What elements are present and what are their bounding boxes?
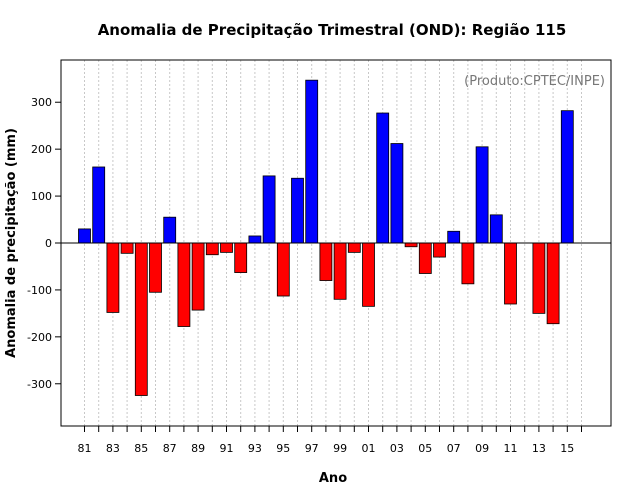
bar-03 [390,143,404,244]
bar-01 [362,242,375,307]
y-axis-label: Anomalia de precipitação (mm) [4,128,19,358]
bar-05 [418,242,432,274]
y-tick-label--200: -200 [27,331,52,344]
bar-09 [475,146,489,244]
bar-08 [461,242,475,285]
y-tick-label--100: -100 [27,284,52,297]
bar-94 [262,175,276,244]
x-tick-label-03: 03 [390,442,404,455]
x-tick-label-15: 15 [560,442,574,455]
bar-90 [205,242,219,256]
x-axis-ticks: 81 83 85 87 89 91 93 95 97 99 01 03 05 07 09 11 13 15 [78,426,582,455]
chart-title: Anomalia de Precipitação Trimestral (OND… [98,21,567,39]
x-tick-label-99: 99 [333,442,347,455]
bar-98 [319,242,333,281]
x-tick-label-93: 93 [248,442,262,455]
y-tick-label--300: -300 [27,378,52,391]
bar-83 [106,242,120,313]
bar-15 [560,110,574,244]
bar-86 [149,242,162,293]
y-tick-label-300: 300 [31,96,52,109]
x-tick-label-09: 09 [475,442,489,455]
x-tick-label-83: 83 [106,442,120,455]
y-tick-label-200: 200 [31,143,52,156]
bar-10 [489,214,503,244]
bar-07 [447,230,461,244]
bar-81 [78,228,91,244]
bar-93 [248,235,262,244]
x-tick-label-91: 91 [220,442,234,455]
x-tick-label-01: 01 [362,442,376,455]
x-tick-label-13: 13 [532,442,546,455]
bar-91 [220,242,233,253]
source-annotation: (Produto:CPTEC/INPE) [464,74,605,89]
bar-14 [546,242,560,325]
bars [78,79,574,396]
y-tick-label-100: 100 [31,190,52,203]
bar-92 [234,242,248,273]
bar-02 [376,112,390,244]
bar-85 [134,242,148,396]
x-tick-label-81: 81 [78,442,92,455]
x-tick-label-07: 07 [447,442,461,455]
bar-96 [291,177,304,244]
bar-87 [163,216,177,244]
bar-06 [433,242,446,258]
bar-13 [532,242,546,314]
bar-95 [276,242,290,297]
bar-99 [333,242,347,300]
bar-11 [504,242,517,305]
x-axis-label: Ano [319,471,347,486]
bar-89 [191,242,205,311]
x-tick-label-05: 05 [418,442,432,455]
y-axis-ticks: -300 -200 -100 0 100 200 300 [27,96,61,391]
x-tick-label-89: 89 [191,442,205,455]
bar-04 [404,242,418,248]
bar-00 [347,242,361,253]
y-tick-label-0: 0 [45,237,52,250]
bar-97 [305,79,319,244]
x-tick-label-11: 11 [504,442,518,455]
bar-88 [177,242,191,327]
x-tick-label-85: 85 [134,442,148,455]
x-tick-label-97: 97 [305,442,319,455]
x-tick-label-87: 87 [163,442,177,455]
bar-82 [92,166,106,244]
bar-84 [120,242,134,254]
x-tick-label-95: 95 [276,442,290,455]
